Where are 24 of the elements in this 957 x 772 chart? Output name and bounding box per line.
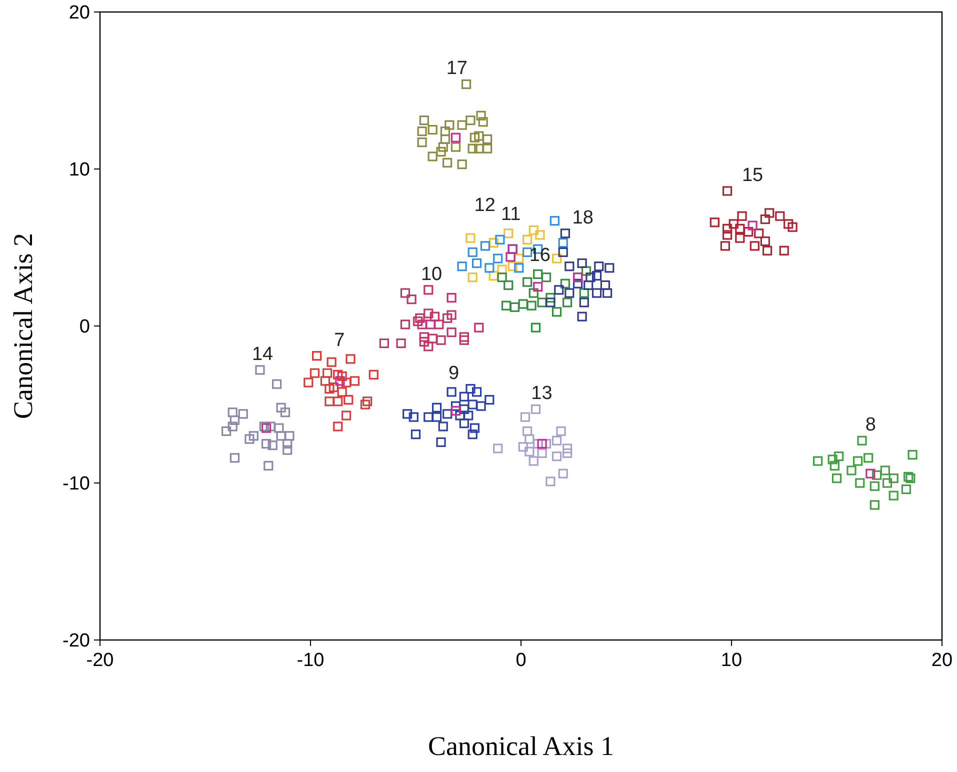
x-tick-label: 0 bbox=[516, 650, 526, 671]
series-label: 16 bbox=[529, 245, 551, 266]
x-axis-title: Canonical Axis 1 bbox=[428, 731, 614, 761]
series-label: 17 bbox=[446, 58, 468, 80]
series-label: 8 bbox=[865, 414, 876, 436]
x-tick-label: 10 bbox=[720, 650, 742, 671]
x-tick-label: -10 bbox=[296, 650, 324, 671]
series-label: 12 bbox=[474, 194, 496, 216]
series-label: 7 bbox=[334, 330, 345, 351]
x-tick-label: 20 bbox=[931, 650, 953, 671]
series-label: 18 bbox=[572, 207, 594, 228]
series-label: 15 bbox=[742, 164, 764, 186]
y-tick-label: 0 bbox=[79, 316, 90, 338]
y-tick-label: 20 bbox=[68, 2, 90, 24]
series-label: 14 bbox=[252, 344, 274, 365]
series-label: 11 bbox=[500, 204, 521, 226]
series-label: 13 bbox=[531, 383, 552, 404]
x-tick-label: -20 bbox=[86, 650, 114, 671]
y-tick-label: -20 bbox=[62, 630, 90, 652]
y-tick-label: -10 bbox=[62, 474, 90, 495]
y-tick-label: 10 bbox=[68, 160, 90, 181]
series-label: 10 bbox=[420, 264, 442, 285]
y-axis-title: Canonical Axis 2 bbox=[8, 233, 38, 419]
series-label: 9 bbox=[448, 362, 460, 384]
